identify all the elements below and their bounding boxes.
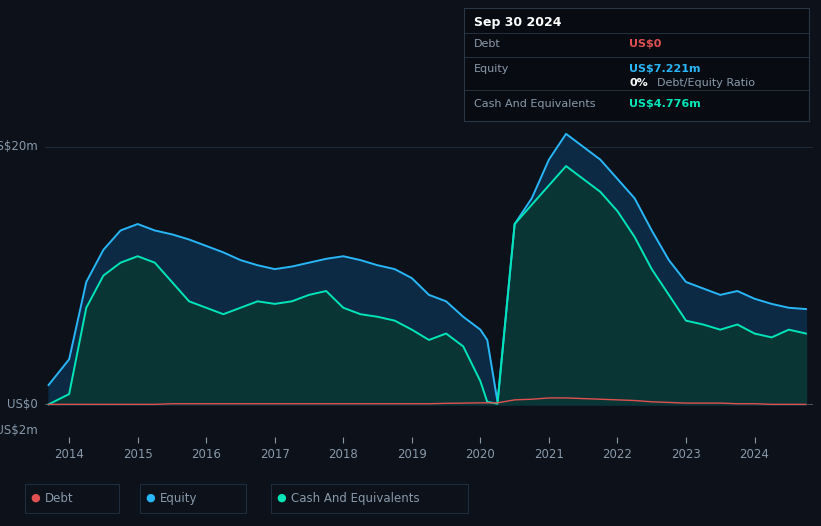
Text: Debt: Debt — [475, 39, 501, 49]
Text: Equity: Equity — [160, 492, 198, 504]
Text: -US$2m: -US$2m — [0, 423, 39, 437]
Text: US$4.776m: US$4.776m — [630, 99, 701, 109]
Text: ●: ● — [145, 493, 155, 503]
Text: US$0: US$0 — [7, 398, 39, 411]
Text: Debt/Equity Ratio: Debt/Equity Ratio — [657, 77, 755, 87]
Text: US$20m: US$20m — [0, 140, 39, 153]
Text: ●: ● — [30, 493, 40, 503]
Text: Equity: Equity — [475, 64, 510, 74]
Text: US$0: US$0 — [630, 39, 662, 49]
Text: 0%: 0% — [630, 77, 648, 87]
Text: US$7.221m: US$7.221m — [630, 64, 701, 74]
Text: Sep 30 2024: Sep 30 2024 — [475, 16, 562, 29]
Text: Debt: Debt — [45, 492, 74, 504]
Text: Cash And Equivalents: Cash And Equivalents — [475, 99, 596, 109]
Text: ●: ● — [277, 493, 287, 503]
Text: Cash And Equivalents: Cash And Equivalents — [291, 492, 420, 504]
